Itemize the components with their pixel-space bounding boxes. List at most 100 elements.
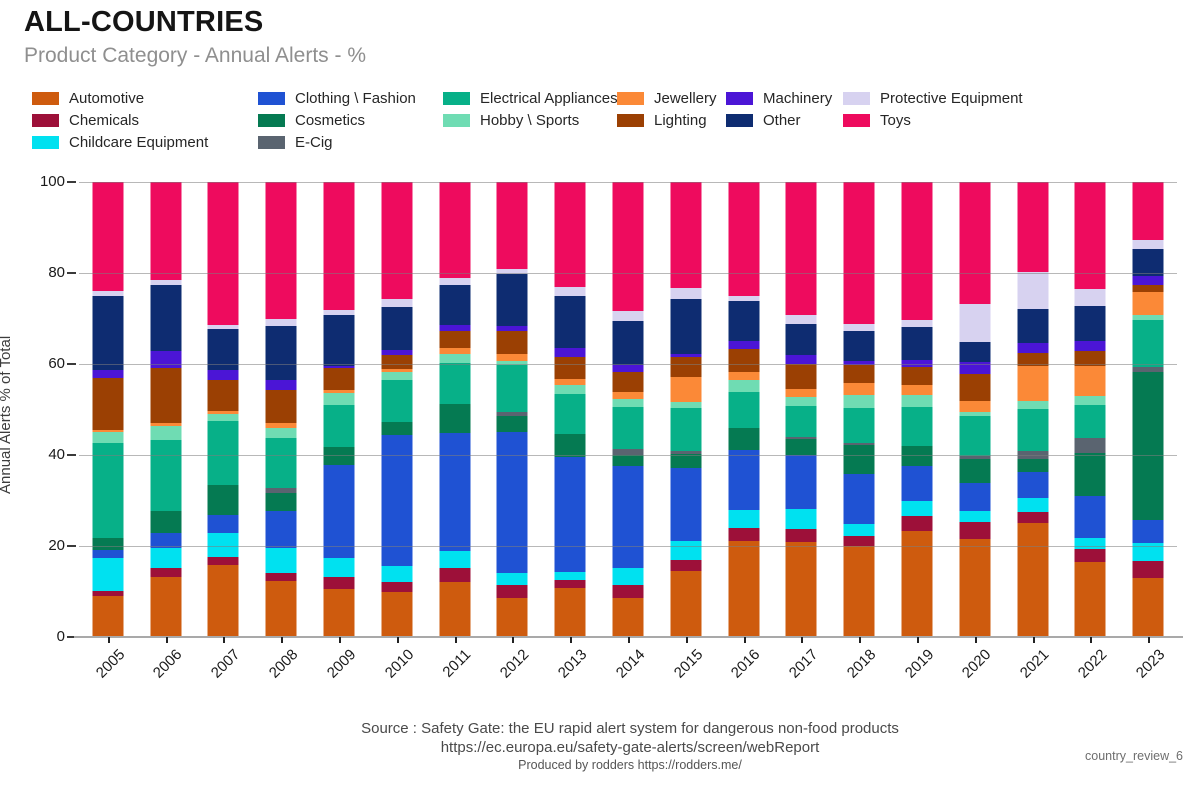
bar-column-2013: 2013	[541, 182, 599, 682]
segment-2023-lighting	[1132, 285, 1164, 293]
bar-2023	[1132, 182, 1164, 637]
segment-2016-hobby-sports	[728, 379, 760, 392]
legend-item-e-cig: E-Cig	[258, 132, 443, 153]
legend-column-2: Clothing \ Fashion Cosmetics E-Cig	[258, 88, 443, 154]
segment-2014-cosmetics	[612, 454, 644, 466]
legend-label-hobby-sports: Hobby \ Sports	[480, 112, 580, 129]
segment-2021-automotive	[1017, 523, 1049, 637]
segment-2021-childcare-equipment	[1017, 497, 1049, 513]
bar-2014	[612, 182, 644, 637]
segment-2015-protective-equipment	[670, 288, 702, 299]
y-tick-label-0: 0	[56, 628, 65, 645]
legend-label-chemicals: Chemicals	[69, 112, 140, 129]
segment-2007-automotive	[207, 565, 239, 637]
segment-2021-chemicals	[1017, 512, 1049, 524]
segment-2008-clothing-fashion	[265, 511, 297, 549]
bar-2021	[1017, 182, 1049, 637]
segment-2021-lighting	[1017, 352, 1049, 366]
segment-2012-protective-equipment	[496, 269, 528, 274]
legend-item-jewellery: Jewellery	[617, 88, 726, 109]
segment-2005-clothing-fashion	[92, 550, 124, 558]
segment-2023-clothing-fashion	[1132, 520, 1164, 544]
y-tick-label-60: 60	[48, 355, 65, 372]
x-tick-label-2006: 2006	[150, 646, 186, 682]
x-tick-label-2010: 2010	[381, 646, 417, 682]
segment-2020-other	[959, 341, 991, 362]
segment-2018-childcare-equipment	[843, 524, 875, 536]
segment-2006-hobby-sports	[150, 426, 182, 440]
bar-column-2017: 2017	[773, 182, 831, 682]
legend-column-3: Electrical Appliances Hobby \ Sports	[443, 88, 618, 154]
segment-2020-childcare-equipment	[959, 510, 991, 523]
segment-2009-chemicals	[323, 576, 355, 590]
segment-2015-electrical-appliances	[670, 407, 702, 451]
segment-2017-cosmetics	[785, 438, 817, 455]
segment-2018-e-cig	[843, 443, 875, 446]
legend-item-hobby-sports: Hobby \ Sports	[443, 110, 617, 131]
legend-item-chemicals: Chemicals	[32, 110, 258, 131]
segment-2020-machinery	[959, 361, 991, 375]
segment-2012-childcare-equipment	[496, 572, 528, 585]
segment-2009-machinery	[323, 365, 355, 368]
segment-2021-clothing-fashion	[1017, 471, 1049, 498]
segment-2007-lighting	[207, 380, 239, 411]
segment-2015-jewellery	[670, 377, 702, 402]
segment-2018-automotive	[843, 546, 875, 637]
segment-2007-electrical-appliances	[207, 420, 239, 486]
segment-2013-childcare-equipment	[554, 572, 586, 581]
watermark-label: country_review_6	[1085, 749, 1183, 763]
bar-2008	[265, 182, 297, 637]
chart-subtitle: Product Category - Annual Alerts - %	[24, 44, 366, 67]
segment-2011-cosmetics	[439, 404, 471, 434]
legend-label-other: Other	[763, 112, 801, 129]
segment-2006-clothing-fashion	[150, 533, 182, 549]
segment-2015-clothing-fashion	[670, 467, 702, 541]
segment-2014-childcare-equipment	[612, 567, 644, 586]
segment-2007-machinery	[207, 370, 239, 381]
segment-2013-jewellery	[554, 379, 586, 385]
segment-2016-childcare-equipment	[728, 510, 760, 528]
segment-2012-other	[496, 273, 528, 326]
segment-2011-childcare-equipment	[439, 551, 471, 569]
segment-2011-electrical-appliances	[439, 363, 471, 405]
segment-2013-chemicals	[554, 580, 586, 589]
footer-source-line: Source : Safety Gate: the EU rapid alert…	[361, 720, 899, 737]
segment-2022-childcare-equipment	[1074, 537, 1106, 550]
y-tick-label-40: 40	[48, 446, 65, 463]
segment-2008-jewellery	[265, 422, 297, 428]
segment-2022-protective-equipment	[1074, 288, 1106, 306]
segment-2012-clothing-fashion	[496, 432, 528, 573]
bar-column-2011: 2011	[426, 182, 484, 681]
bar-column-2021: 2021	[1004, 182, 1062, 682]
legend-swatch-machinery	[726, 92, 753, 105]
segment-2021-e-cig	[1017, 451, 1049, 459]
segment-2023-chemicals	[1132, 561, 1164, 579]
bar-2006	[150, 182, 182, 637]
legend-item-childcare-equipment: Childcare Equipment	[32, 132, 258, 153]
segment-2009-cosmetics	[323, 446, 355, 466]
segment-2023-automotive	[1132, 578, 1164, 637]
segment-2005-automotive	[92, 596, 124, 637]
legend-swatch-hobby-sports	[443, 114, 470, 127]
legend-swatch-chemicals	[32, 114, 59, 127]
segment-2018-clothing-fashion	[843, 474, 875, 525]
x-tick-2017	[801, 637, 804, 643]
segment-2005-cosmetics	[92, 538, 124, 551]
bar-column-2012: 2012	[484, 182, 542, 682]
x-tick-2008	[281, 637, 284, 643]
segment-2017-lighting	[785, 363, 817, 390]
segment-2011-automotive	[439, 582, 471, 637]
segment-2009-jewellery	[323, 390, 355, 394]
bar-2010	[381, 182, 413, 637]
segment-2022-clothing-fashion	[1074, 495, 1106, 538]
bar-column-2009: 2009	[310, 182, 368, 682]
x-tick-label-2008: 2008	[265, 646, 302, 682]
legend-item-toys: Toys	[843, 110, 1063, 131]
segment-2012-cosmetics	[496, 416, 528, 433]
bar-2013	[554, 182, 586, 637]
legend-label-e-cig: E-Cig	[295, 134, 333, 151]
legend: Automotive Chemicals Childcare Equipment Cl…	[32, 88, 1063, 154]
segment-2019-childcare-equipment	[901, 501, 933, 516]
segment-2008-machinery	[265, 380, 297, 390]
